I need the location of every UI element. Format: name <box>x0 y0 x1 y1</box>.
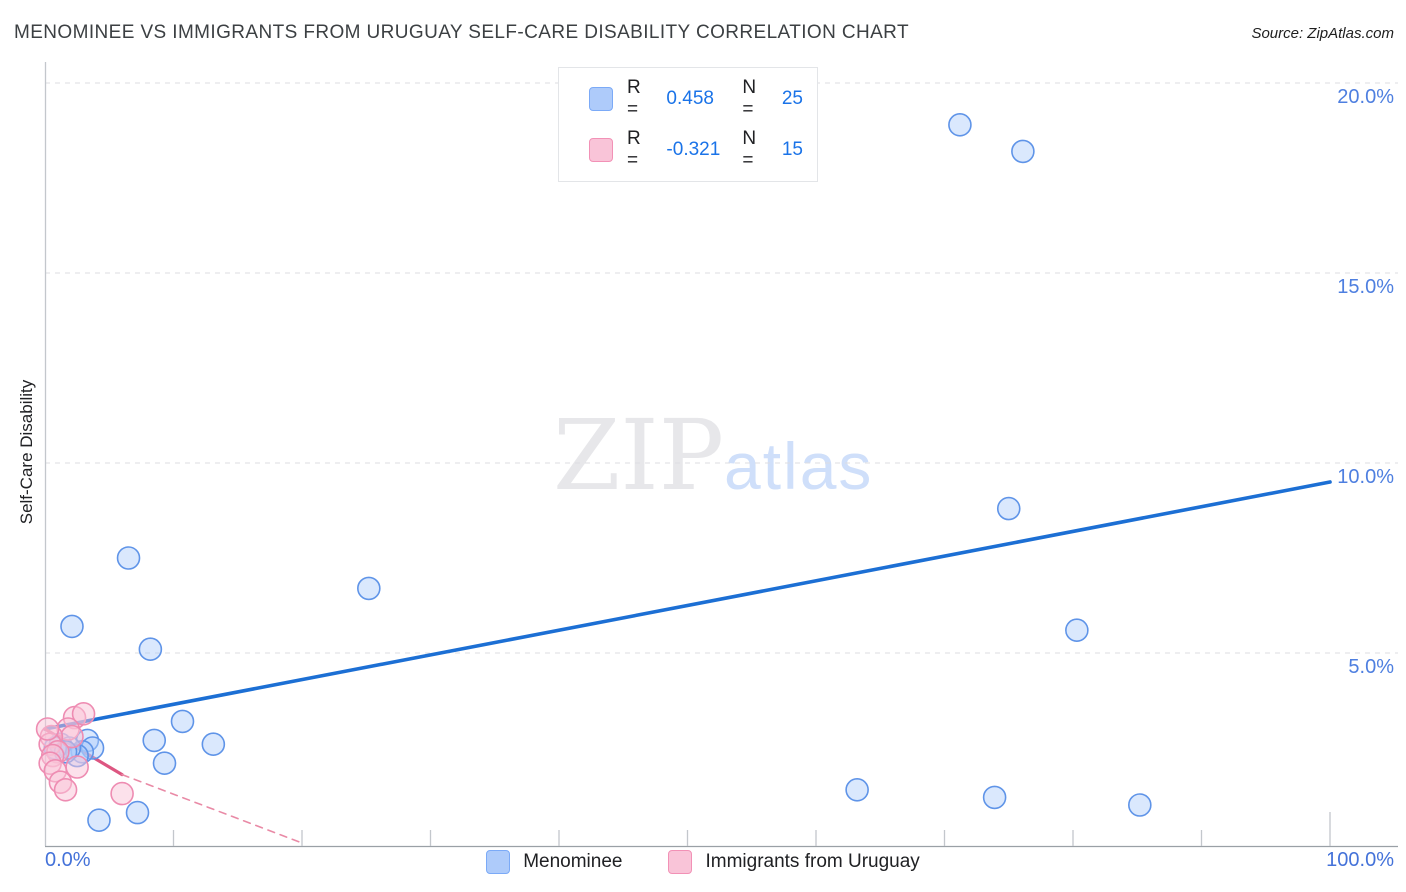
point-uruguay[interactable] <box>53 777 78 802</box>
point-menominee[interactable] <box>948 113 972 137</box>
y-tick-label-5: 5.0% <box>1348 656 1394 678</box>
point-menominee[interactable] <box>201 732 226 757</box>
correlation-legend: R = 0.458 N = 25 R = -0.321 N = 15 <box>558 67 818 182</box>
series-legend: Menominee Immigrants from Uruguay <box>0 850 1406 874</box>
point-menominee[interactable] <box>996 496 1021 521</box>
legend-label: Menominee <box>523 851 623 872</box>
n-value: 25 <box>781 88 803 109</box>
point-menominee[interactable] <box>982 785 1007 810</box>
y-tick-label-10: 10.0% <box>1337 466 1394 488</box>
uruguay-swatch-icon <box>589 138 613 162</box>
uruguay-swatch-icon <box>668 850 693 874</box>
r-value: -0.321 <box>666 139 721 160</box>
legend-item-uruguay: Immigrants from Uruguay <box>668 850 920 874</box>
n-value: 15 <box>781 139 803 160</box>
x-tick-label-0: 0.0% <box>45 849 91 871</box>
y-tick-label-15: 15.0% <box>1337 276 1394 298</box>
point-menominee[interactable] <box>1128 793 1152 817</box>
correlation-legend-row-menominee: R = 0.458 N = 25 <box>589 77 803 121</box>
n-label: N = <box>742 128 757 171</box>
legend-label: Immigrants from Uruguay <box>705 851 920 872</box>
point-menominee[interactable] <box>87 808 111 833</box>
menominee-swatch-icon <box>486 850 511 874</box>
n-label: N = <box>742 77 757 120</box>
trend-line-menominee <box>43 480 1332 731</box>
point-menominee[interactable] <box>60 614 84 639</box>
point-menominee[interactable] <box>142 728 167 753</box>
point-menominee[interactable] <box>116 546 141 570</box>
point-menominee[interactable] <box>170 709 195 734</box>
point-menominee[interactable] <box>845 777 869 802</box>
point-menominee[interactable] <box>125 800 150 825</box>
point-menominee[interactable] <box>357 576 381 601</box>
correlation-legend-row-uruguay: R = -0.321 N = 15 <box>589 128 803 172</box>
point-uruguay[interactable] <box>35 717 60 741</box>
point-menominee[interactable] <box>152 751 177 776</box>
point-menominee[interactable] <box>1011 139 1035 164</box>
point-uruguay[interactable] <box>71 701 96 726</box>
trend-line-uruguay-extrapolated <box>121 773 303 844</box>
y-tick-label-20: 20.0% <box>1337 86 1394 108</box>
point-uruguay[interactable] <box>110 781 134 806</box>
legend-item-menominee: Menominee <box>486 850 622 874</box>
source-attribution: Source: ZipAtlas.com <box>1251 25 1394 42</box>
menominee-swatch-icon <box>589 87 613 111</box>
r-label: R = <box>627 77 641 120</box>
r-label: R = <box>627 128 641 171</box>
point-menominee[interactable] <box>138 637 163 662</box>
chart-title: MENOMINEE VS IMMIGRANTS FROM URUGUAY SEL… <box>14 22 909 43</box>
x-tick-label-100: 100.0% <box>1326 849 1394 871</box>
r-value: 0.458 <box>666 88 714 109</box>
point-menominee[interactable] <box>1065 618 1089 643</box>
